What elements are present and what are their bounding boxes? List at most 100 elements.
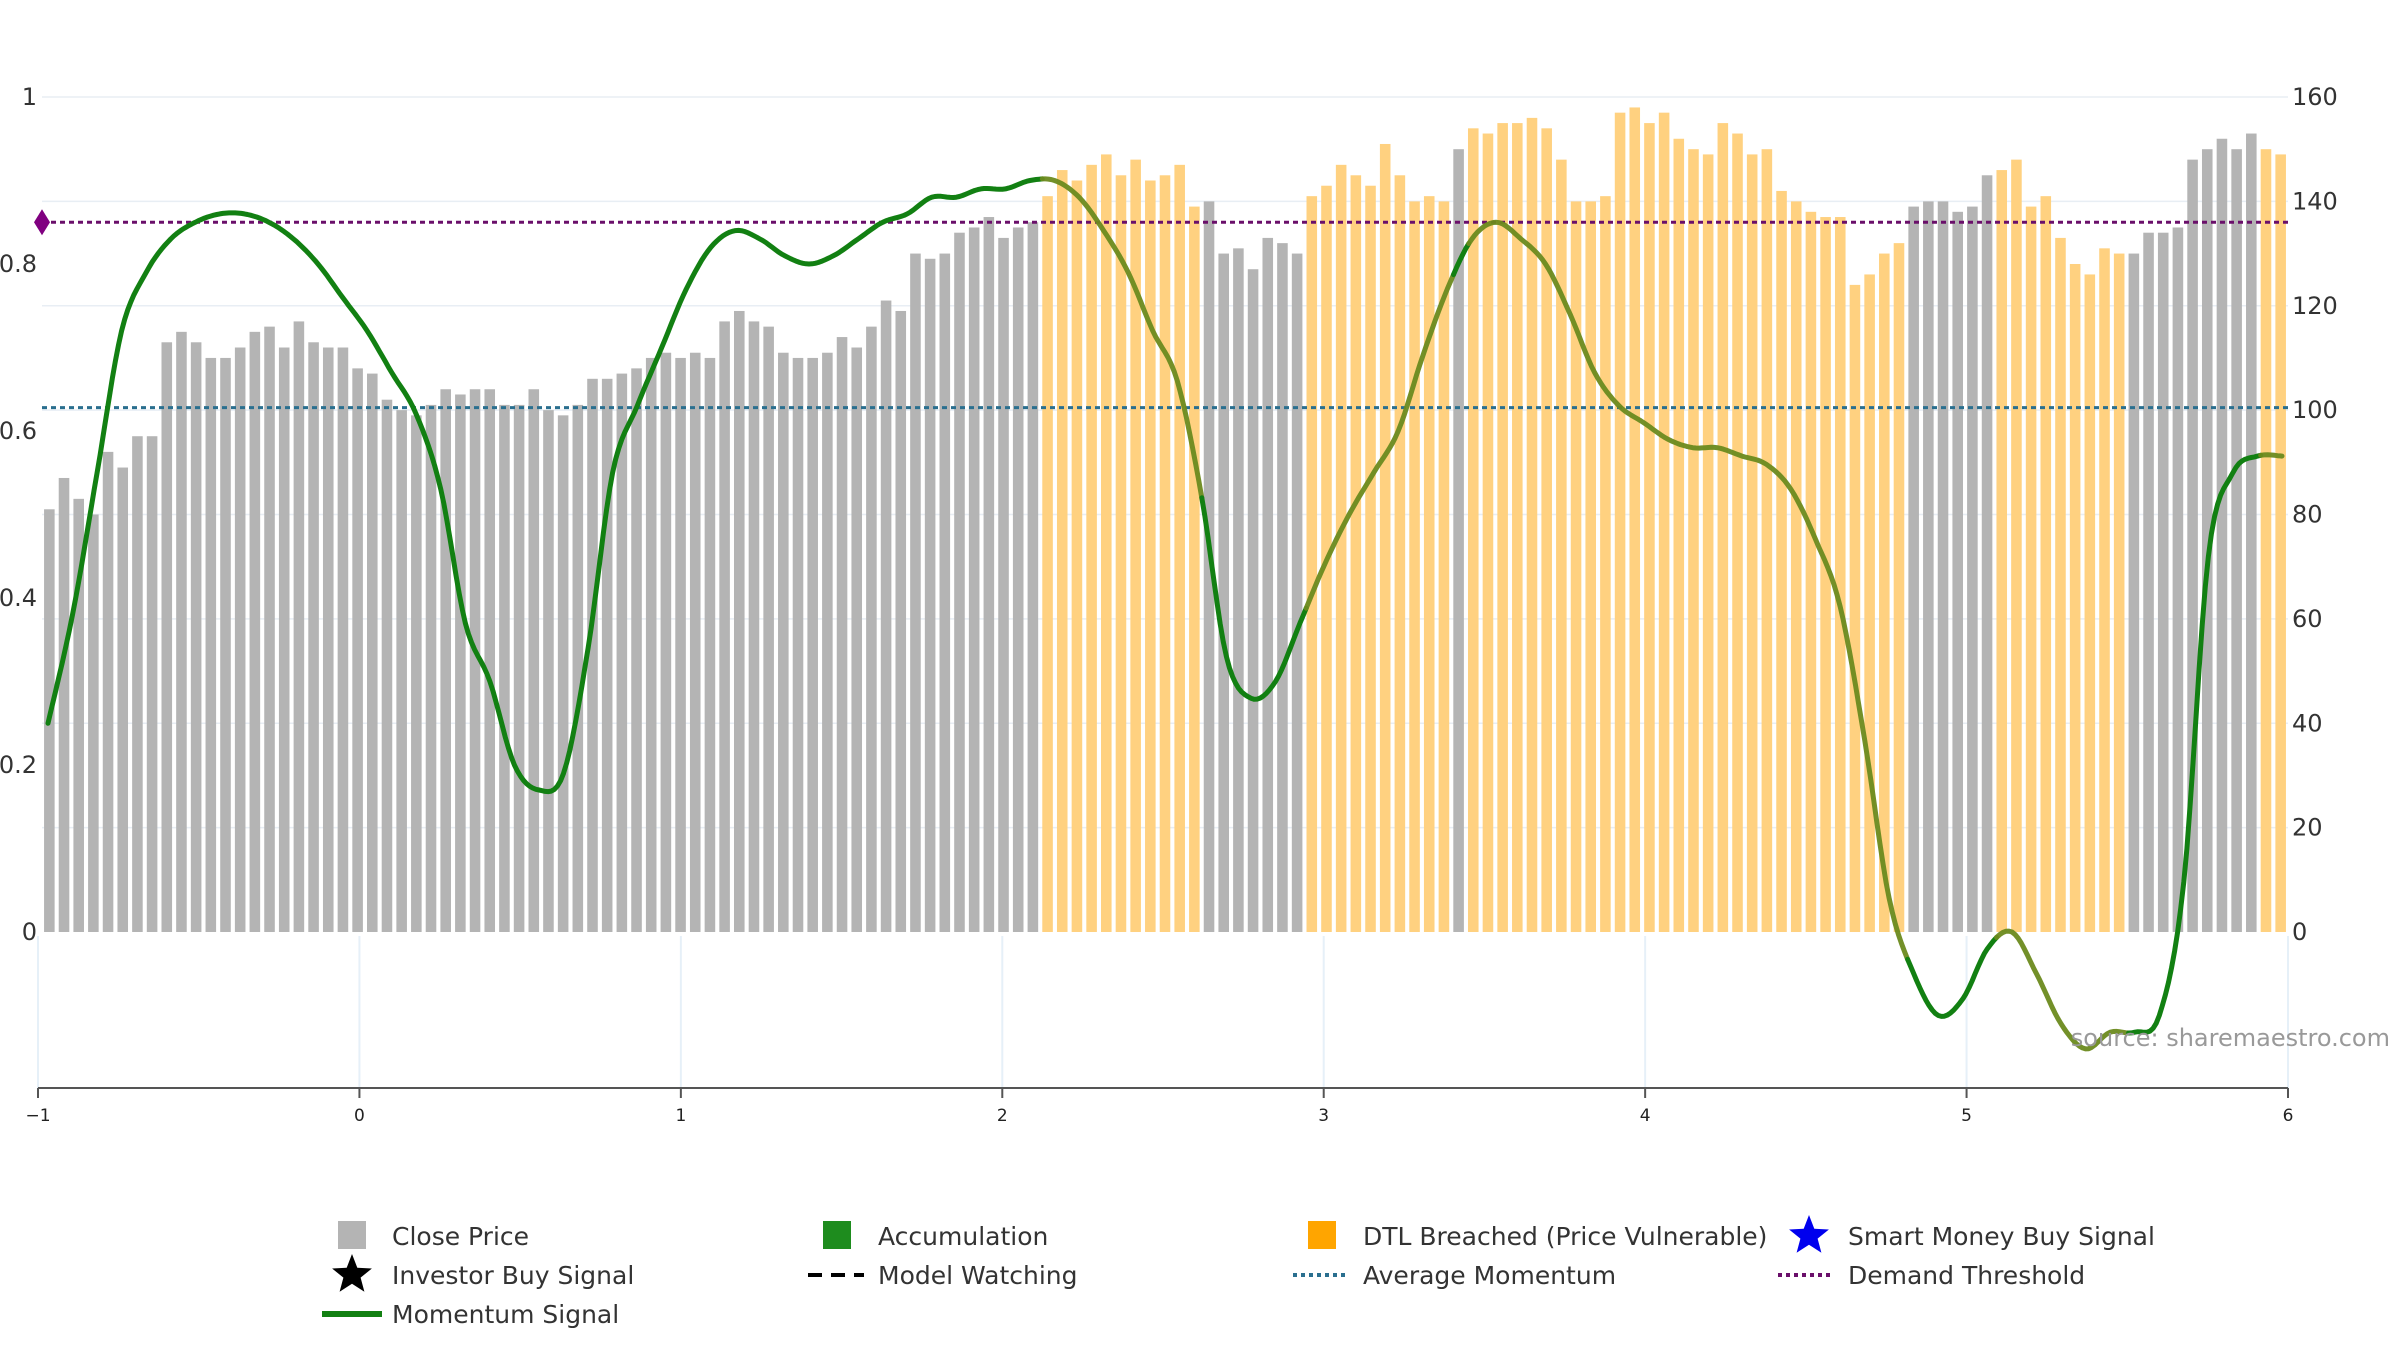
right-tick-label: 80 (2292, 501, 2323, 529)
price-bar (704, 357, 716, 932)
legend-label-demand-threshold: Demand Threshold (1848, 1261, 2085, 1290)
price-bar (675, 357, 686, 932)
price-bar (440, 389, 451, 932)
price-bar (1717, 123, 1729, 933)
legend-swatch-close-price (338, 1221, 366, 1249)
legend-label-smart-money: Smart Money Buy Signal (1848, 1222, 2155, 1251)
price-bar (1394, 175, 1406, 932)
price-bar (455, 394, 466, 933)
price-bar (631, 368, 642, 933)
left-tick-label: 0.6 (0, 417, 37, 445)
price-bar (2187, 159, 2198, 933)
price-bar (939, 253, 951, 932)
momentum-signal-line (45, 176, 1045, 795)
price-bar (601, 378, 613, 932)
price-bar (1438, 201, 1450, 933)
price-bar (411, 415, 422, 933)
x-tick-label: 1 (675, 1106, 686, 1126)
price-bar (1071, 180, 1083, 932)
price-bar (528, 389, 540, 932)
price-bar (117, 467, 129, 932)
price-bar (748, 321, 760, 932)
price-bar (1981, 175, 1993, 932)
price-bar (381, 399, 393, 932)
x-axis: −1 0 1 2 3 4 5 6 (25, 1087, 2294, 1126)
price-bar (1247, 269, 1259, 933)
price-bar (1805, 211, 1817, 932)
price-bar (1585, 201, 1596, 933)
price-bar (102, 451, 114, 932)
price-bar (1923, 201, 1934, 933)
price-bar (880, 300, 892, 932)
price-bar (1130, 159, 1141, 933)
momentum-signal-line (1466, 219, 1911, 962)
price-bar (1512, 123, 1523, 933)
price-bar (1702, 154, 1714, 932)
legend-label-accumulation: Accumulation (878, 1222, 1048, 1251)
price-bar (1732, 133, 1743, 932)
price-bar (1291, 253, 1303, 932)
threshold-lines (34, 209, 2288, 410)
price-bar (778, 352, 789, 933)
legend-label-investor: Investor Buy Signal (392, 1261, 634, 1290)
price-bar (1937, 201, 1949, 933)
right-tick-label: 100 (2292, 396, 2338, 424)
price-bar (1115, 175, 1127, 932)
price-bar (88, 514, 99, 932)
price-bar (968, 227, 980, 933)
legend-star-investor (332, 1254, 372, 1292)
price-bar (1056, 170, 1068, 932)
price-bar (308, 342, 319, 932)
price-bar (689, 352, 701, 933)
price-bar (2055, 237, 2066, 932)
price-bar (836, 337, 848, 932)
price-bar (58, 477, 70, 932)
price-bar (2172, 227, 2184, 933)
price-bar (484, 389, 496, 932)
price-bar (234, 347, 246, 932)
price-bar (205, 357, 217, 932)
price-bar (1379, 143, 1391, 933)
price-bar (851, 347, 863, 932)
price-bar (1996, 170, 2008, 932)
price-bar (2099, 248, 2110, 933)
legend-label-momentum: Momentum Signal (392, 1300, 619, 1329)
left-tick-label: 0.4 (0, 584, 37, 612)
price-bar (1233, 248, 1244, 933)
x-tick-label: 4 (1640, 1106, 1651, 1126)
price-bar (1145, 180, 1156, 932)
price-bar (1541, 128, 1552, 932)
right-axis: 0 20 40 60 80 100 120 140 160 (2292, 83, 2338, 946)
price-bar (1776, 190, 1787, 932)
legend-label-average-momentum: Average Momentum (1363, 1261, 1616, 1290)
momentum-signal-line (1199, 495, 1309, 702)
price-bar (807, 357, 818, 932)
price-bar (2069, 264, 2081, 932)
x-tick-label: 2 (997, 1106, 1008, 1126)
price-bar (73, 498, 84, 932)
price-bar (645, 357, 657, 932)
price-bar (1467, 128, 1479, 932)
price-bar (425, 404, 437, 932)
x-tick-label: −1 (25, 1106, 50, 1126)
price-bar (1893, 243, 1905, 933)
price-bar (983, 217, 995, 932)
momentum-signal-line (1994, 928, 2132, 1052)
momentum-signal-line (1905, 934, 2000, 1019)
x-tick-label: 6 (2283, 1106, 2294, 1126)
momentum-signal-line (1303, 272, 1456, 611)
price-bar (176, 331, 187, 933)
price-bar (1365, 185, 1376, 933)
momentum-signal-line (1039, 176, 1205, 501)
price-bar (293, 321, 305, 932)
price-bar (572, 404, 584, 932)
price-bar (322, 347, 334, 932)
price-bar (1218, 253, 1229, 932)
price-bar (220, 357, 231, 932)
price-bar (161, 342, 173, 932)
source-label: source: sharemaestro.com (2071, 1024, 2390, 1052)
price-bar (2157, 232, 2169, 932)
price-bar (2260, 149, 2272, 932)
price-bar (1335, 164, 1347, 933)
